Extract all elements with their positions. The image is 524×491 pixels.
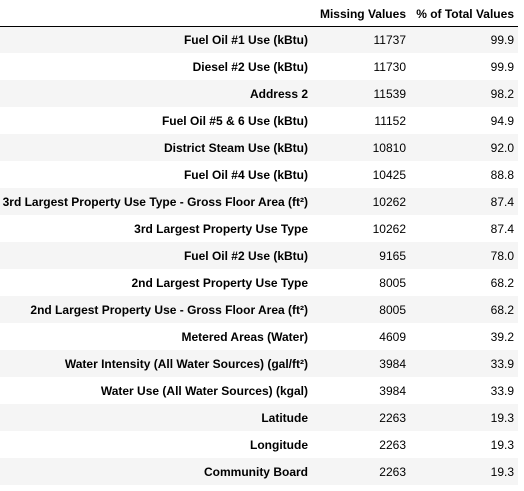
index-header bbox=[0, 3, 308, 27]
row-label: Address 2 bbox=[249, 86, 308, 101]
table-row: Latitude 2263 19.3 bbox=[0, 404, 518, 431]
row-label: Fuel Oil #4 Use (kBtu) bbox=[183, 167, 308, 182]
table-row: Address 2 11539 98.2 bbox=[0, 80, 518, 107]
row-label: Fuel Oil #5 & 6 Use (kBtu) bbox=[161, 113, 308, 128]
table-row: Fuel Oil #5 & 6 Use (kBtu) 11152 94.9 bbox=[0, 107, 518, 134]
row-label: 2nd Largest Property Use - Gross Floor A… bbox=[30, 302, 308, 317]
table-header: Missing Values % of Total Values bbox=[0, 3, 518, 27]
table-row: Diesel #2 Use (kBtu) 11730 99.9 bbox=[0, 53, 518, 80]
row-label: Longitude bbox=[250, 437, 308, 452]
percent-cell: 87.4 bbox=[490, 221, 514, 236]
missing-count-cell: 11539 bbox=[373, 86, 406, 101]
missing-count-cell: 11737 bbox=[373, 32, 406, 47]
row-label: Fuel Oil #1 Use (kBtu) bbox=[183, 32, 308, 47]
percent-cell: 94.9 bbox=[490, 113, 514, 128]
table-row: 2nd Largest Property Use - Gross Floor A… bbox=[0, 296, 518, 323]
table-row: Community Board 2263 19.3 bbox=[0, 458, 518, 485]
missing-count-cell: 11730 bbox=[373, 59, 406, 74]
row-label: Community Board bbox=[203, 464, 308, 479]
table-row: Fuel Oil #4 Use (kBtu) 10425 88.8 bbox=[0, 161, 518, 188]
missing-count-cell: 4609 bbox=[379, 329, 406, 344]
percent-cell: 88.8 bbox=[490, 167, 514, 182]
row-label: Water Use (All Water Sources) (kgal) bbox=[100, 383, 308, 398]
table-row: Fuel Oil #2 Use (kBtu) 9165 78.0 bbox=[0, 242, 518, 269]
table-row: District Steam Use (kBtu) 10810 92.0 bbox=[0, 134, 518, 161]
missing-count-cell: 10810 bbox=[372, 140, 406, 155]
missing-count-cell: 2263 bbox=[379, 437, 406, 452]
row-label: Fuel Oil #2 Use (kBtu) bbox=[183, 248, 308, 263]
percent-cell: 68.2 bbox=[490, 302, 514, 317]
missing-count-cell: 2263 bbox=[379, 410, 406, 425]
table-row: Fuel Oil #1 Use (kBtu) 11737 99.9 bbox=[0, 26, 518, 53]
missing-count-cell: 9165 bbox=[379, 248, 406, 263]
percent-cell: 87.4 bbox=[490, 194, 514, 209]
row-label: Water Intensity (All Water Sources) (gal… bbox=[64, 356, 308, 371]
missing-count-cell: 10425 bbox=[372, 167, 406, 182]
percent-cell: 92.0 bbox=[490, 140, 514, 155]
table-body: Fuel Oil #1 Use (kBtu) 11737 99.9 Diesel… bbox=[0, 26, 518, 485]
percent-cell: 78.0 bbox=[490, 248, 514, 263]
percent-cell: 19.3 bbox=[490, 437, 514, 452]
column-header-percent-total: % of Total Values bbox=[412, 3, 518, 27]
percent-cell: 33.9 bbox=[490, 356, 514, 371]
percent-cell: 68.2 bbox=[490, 275, 514, 290]
missing-count-cell: 3984 bbox=[379, 356, 406, 371]
column-header-missing-values: Missing Values bbox=[308, 3, 412, 27]
missing-count-cell: 10262 bbox=[372, 221, 406, 236]
missing-count-cell: 8005 bbox=[379, 302, 406, 317]
percent-cell: 39.2 bbox=[490, 329, 514, 344]
row-label: 3rd Largest Property Use Type bbox=[134, 221, 308, 236]
percent-cell: 19.3 bbox=[490, 464, 514, 479]
table-row: Longitude 2263 19.3 bbox=[0, 431, 518, 458]
header-row: Missing Values % of Total Values bbox=[0, 3, 518, 27]
table-row: 2nd Largest Property Use Type 8005 68.2 bbox=[0, 269, 518, 296]
table-row: Water Intensity (All Water Sources) (gal… bbox=[0, 350, 518, 377]
table-row: Metered Areas (Water) 4609 39.2 bbox=[0, 323, 518, 350]
row-label: Latitude bbox=[261, 410, 308, 425]
table-row: Water Use (All Water Sources) (kgal) 398… bbox=[0, 377, 518, 404]
row-label: Metered Areas (Water) bbox=[181, 329, 308, 344]
percent-cell: 99.9 bbox=[490, 32, 514, 47]
row-label: Diesel #2 Use (kBtu) bbox=[192, 59, 308, 74]
row-label: 3rd Largest Property Use Type - Gross Fl… bbox=[2, 194, 308, 209]
percent-cell: 19.3 bbox=[490, 410, 514, 425]
table-row: 3rd Largest Property Use Type 10262 87.4 bbox=[0, 215, 518, 242]
missing-count-cell: 2263 bbox=[379, 464, 406, 479]
missing-values-table: Missing Values % of Total Values Fuel Oi… bbox=[0, 3, 518, 485]
row-label: District Steam Use (kBtu) bbox=[163, 140, 308, 155]
row-label: 2nd Largest Property Use Type bbox=[131, 275, 309, 290]
missing-count-cell: 8005 bbox=[379, 275, 406, 290]
table-row: 3rd Largest Property Use Type - Gross Fl… bbox=[0, 188, 518, 215]
percent-cell: 33.9 bbox=[490, 383, 514, 398]
percent-cell: 99.9 bbox=[490, 59, 514, 74]
percent-cell: 98.2 bbox=[490, 86, 514, 101]
missing-count-cell: 10262 bbox=[372, 194, 406, 209]
missing-count-cell: 3984 bbox=[379, 383, 406, 398]
missing-count-cell: 11152 bbox=[374, 113, 406, 128]
